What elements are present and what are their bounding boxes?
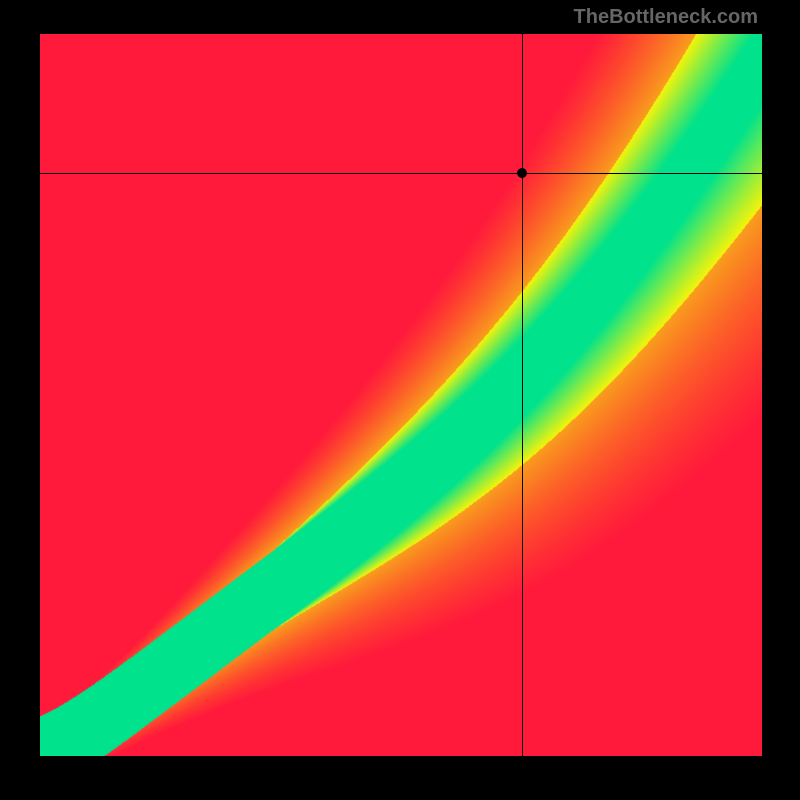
bottleneck-heatmap bbox=[40, 34, 762, 756]
heatmap-canvas bbox=[40, 34, 762, 756]
crosshair-vertical bbox=[522, 34, 523, 756]
attribution-text: TheBottleneck.com bbox=[574, 6, 758, 29]
crosshair-horizontal bbox=[40, 173, 762, 174]
crosshair-marker bbox=[517, 168, 527, 178]
